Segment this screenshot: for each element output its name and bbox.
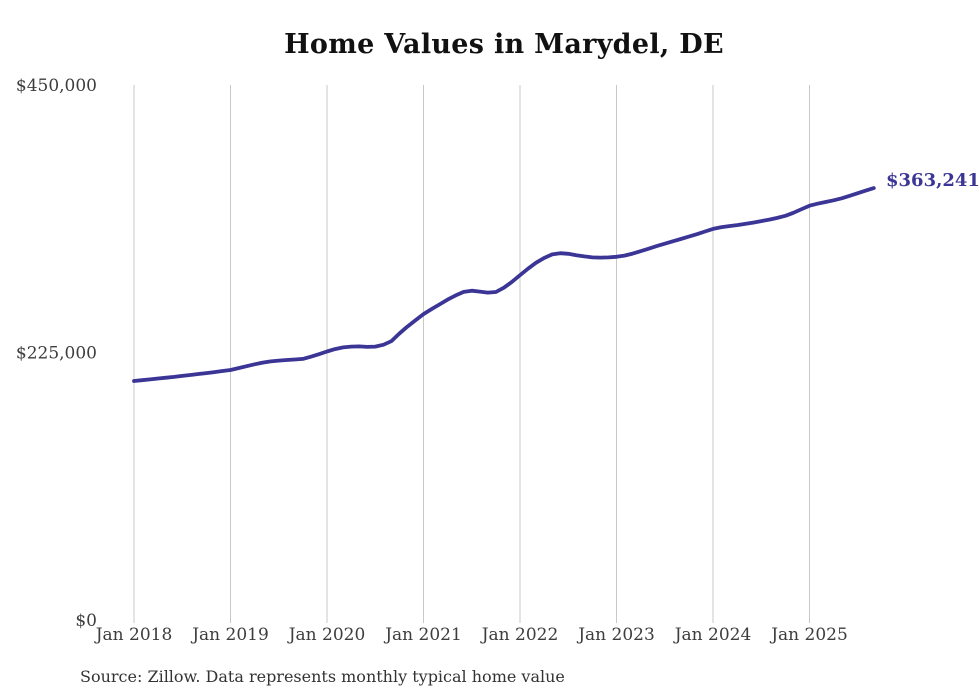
latest-value-label: $363,241 bbox=[886, 170, 980, 191]
y-axis-tick-label: $225,000 bbox=[16, 344, 97, 364]
x-axis-tick-label: Jan 2021 bbox=[383, 625, 462, 645]
x-axis-tick-label: Jan 2024 bbox=[673, 625, 752, 645]
x-axis-tick-label: Jan 2018 bbox=[94, 625, 173, 645]
y-axis-tick-label: $0 bbox=[75, 611, 97, 631]
y-axis-tick-label: $450,000 bbox=[16, 76, 97, 96]
x-axis-tick-label: Jan 2019 bbox=[190, 625, 269, 645]
x-axis-tick-label: Jan 2020 bbox=[287, 625, 366, 645]
chart-title: Home Values in Marydel, DE bbox=[284, 29, 724, 60]
source-note: Source: Zillow. Data represents monthly … bbox=[80, 667, 565, 686]
x-axis-tick-label: Jan 2023 bbox=[576, 625, 655, 645]
home-value-line bbox=[132, 186, 876, 383]
x-axis-tick-label: Jan 2025 bbox=[769, 625, 848, 645]
x-axis-tick-label: Jan 2022 bbox=[480, 625, 559, 645]
